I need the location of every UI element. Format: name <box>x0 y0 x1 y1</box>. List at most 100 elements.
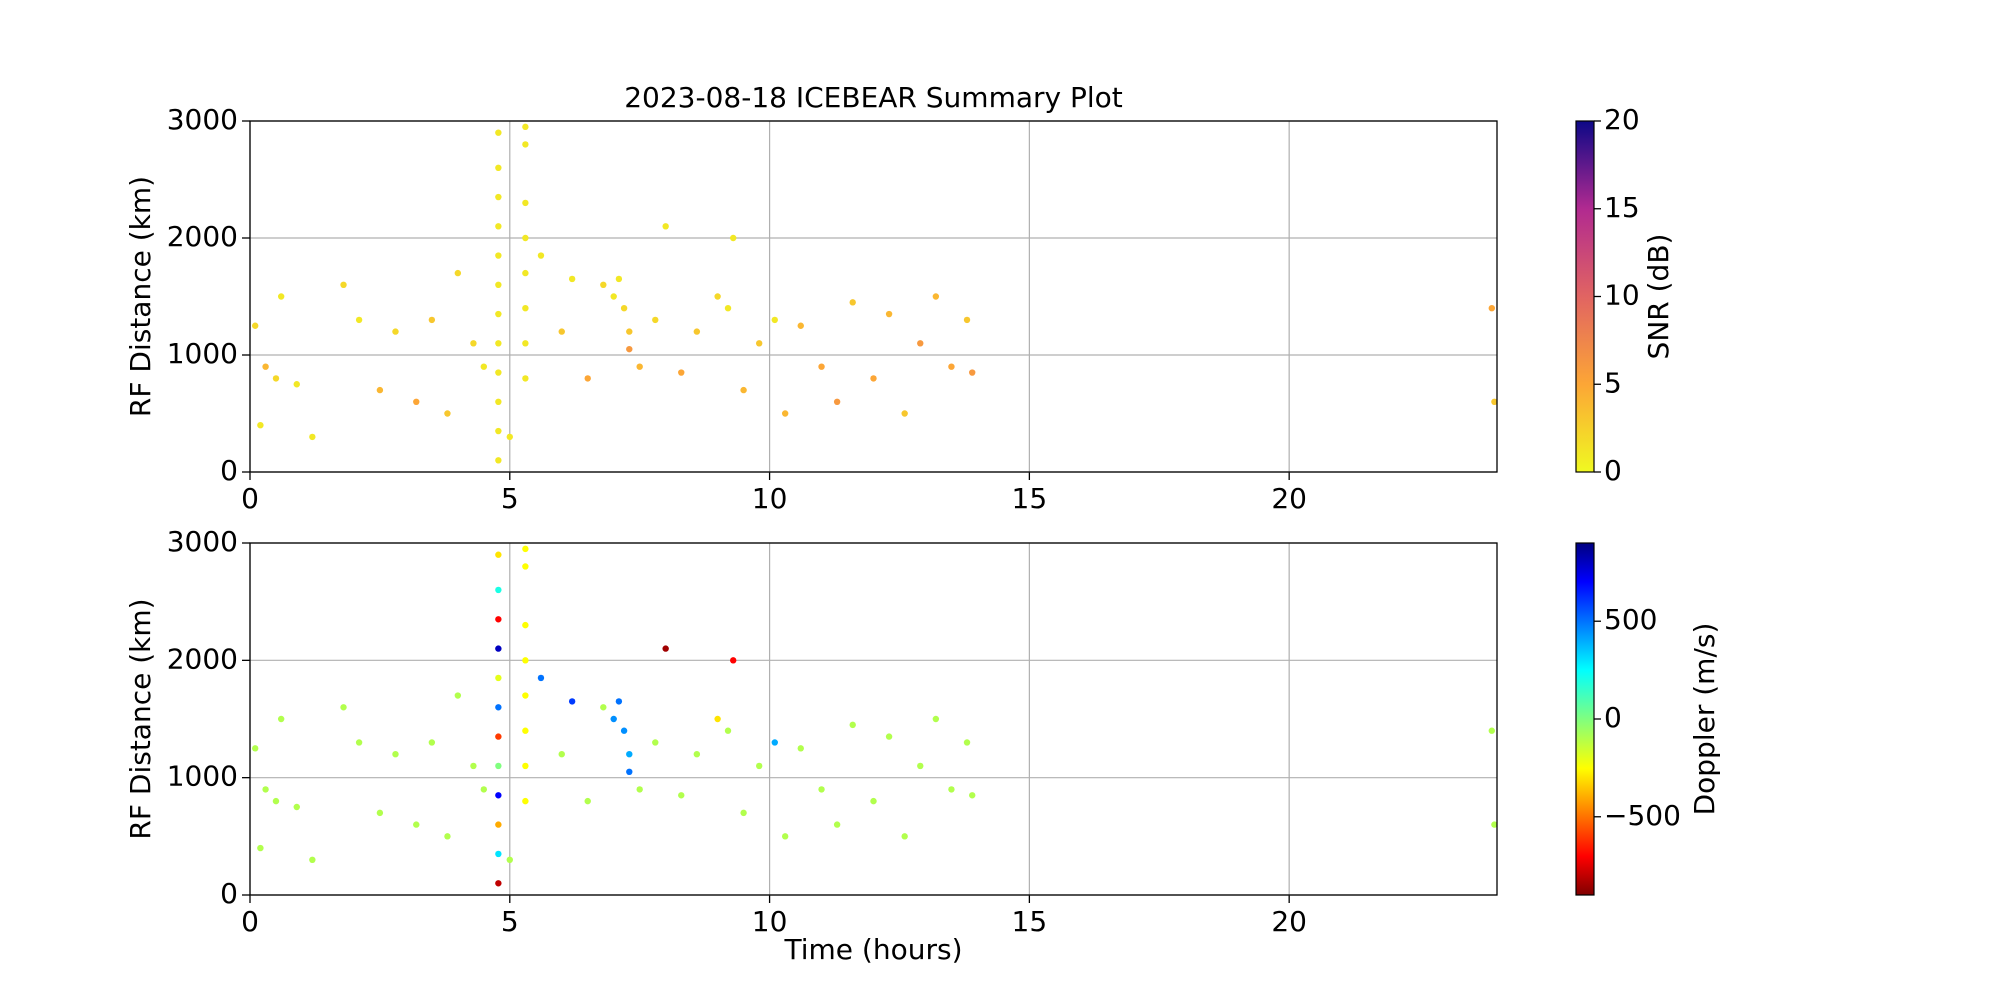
point <box>262 363 269 370</box>
point <box>615 275 623 283</box>
point <box>626 751 633 758</box>
point <box>470 762 477 770</box>
point <box>963 739 971 746</box>
point <box>522 727 529 734</box>
point <box>495 880 502 887</box>
point <box>537 674 545 682</box>
point <box>969 792 976 799</box>
point <box>662 645 669 652</box>
point <box>1491 398 1497 405</box>
point <box>948 786 955 793</box>
x-tick-label: 15 <box>1012 482 1048 515</box>
x-axis-label: Time (hours) <box>784 933 963 966</box>
point <box>495 369 502 376</box>
colorbar <box>1575 542 1595 896</box>
y-tick-label: 2000 <box>167 642 238 675</box>
point <box>470 340 477 347</box>
point <box>771 739 778 746</box>
point <box>917 340 924 347</box>
y-tick-label: 3000 <box>167 103 238 136</box>
colorbar-tick-label: −500 <box>1604 799 1681 832</box>
point <box>309 433 316 441</box>
point <box>626 345 633 353</box>
point <box>495 674 502 682</box>
point <box>537 252 545 259</box>
point <box>558 751 565 758</box>
point <box>506 433 513 441</box>
point <box>495 645 502 652</box>
point <box>522 234 529 242</box>
x-tick-label: 5 <box>501 905 519 938</box>
scatter-points <box>251 123 1497 464</box>
point <box>522 269 529 277</box>
point <box>818 786 825 793</box>
point <box>495 551 502 558</box>
point <box>652 739 659 746</box>
point <box>522 375 529 382</box>
point <box>1491 821 1497 828</box>
point <box>781 410 789 417</box>
colorbar-label: Doppler (m/s) <box>1688 623 1721 816</box>
point <box>833 398 841 405</box>
plot-frame <box>249 120 1498 473</box>
point <box>678 792 685 799</box>
point <box>495 223 502 230</box>
point <box>568 698 576 705</box>
point <box>584 797 591 805</box>
point <box>714 293 721 300</box>
point <box>610 293 617 300</box>
point <box>495 252 502 259</box>
chart-title: 2023-08-18 ICEBEAR Summary Plot <box>624 81 1123 114</box>
point <box>444 833 451 840</box>
point <box>963 316 971 324</box>
point <box>610 715 617 723</box>
point <box>454 269 462 277</box>
x-tick-label: 20 <box>1271 905 1307 938</box>
point <box>781 833 789 840</box>
point <box>262 786 269 793</box>
point <box>495 129 502 136</box>
point <box>849 299 856 306</box>
point <box>584 375 591 382</box>
colorbar-tick-label: 15 <box>1604 191 1640 224</box>
point <box>932 293 940 300</box>
point <box>662 223 669 230</box>
point <box>480 363 488 370</box>
point <box>413 398 420 405</box>
point <box>495 762 502 770</box>
point <box>293 381 300 388</box>
point <box>568 275 576 283</box>
point <box>969 369 976 376</box>
x-tick-label: 0 <box>241 905 259 938</box>
point <box>454 692 462 699</box>
point <box>652 316 659 324</box>
y-tick-label: 3000 <box>167 525 238 558</box>
y-tick-label: 1000 <box>167 760 238 793</box>
point <box>522 340 529 347</box>
point <box>600 281 607 288</box>
point <box>755 762 763 770</box>
point <box>495 792 502 799</box>
point <box>885 310 893 318</box>
point <box>277 293 285 300</box>
point <box>1488 727 1496 734</box>
point <box>251 322 259 329</box>
point <box>480 786 488 793</box>
point <box>714 715 721 723</box>
point <box>495 310 502 318</box>
colorbar-tick-label: 0 <box>1604 454 1622 487</box>
point <box>901 833 908 840</box>
y-tick-label: 0 <box>220 454 238 487</box>
point <box>755 340 763 347</box>
point <box>277 715 285 723</box>
colorbar <box>1575 120 1595 473</box>
colorbar-tick-label: 20 <box>1604 103 1640 136</box>
point <box>444 410 451 417</box>
x-tick-label: 5 <box>501 482 519 515</box>
point <box>797 322 804 329</box>
point <box>724 305 732 312</box>
point <box>849 721 856 729</box>
y-axis-label: RF Distance (km) <box>124 598 157 839</box>
